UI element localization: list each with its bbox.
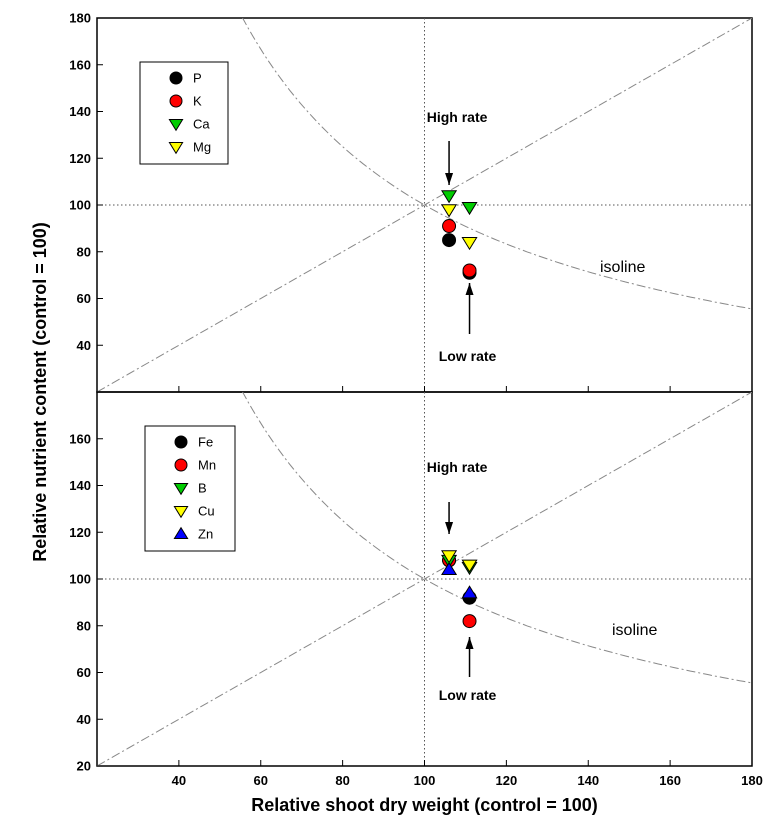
data-point-mg [461, 237, 478, 251]
data-point-k [442, 219, 457, 234]
low-rate-label: Low rate [439, 348, 497, 364]
panel-2: 20 40 60 80 100 120 140 160 40 60 80 100 120 140 160 18… [69, 391, 763, 788]
isoline-label: isoline [600, 259, 645, 276]
legend-marker-mg [168, 142, 184, 155]
y-tick-label: 80 [77, 618, 91, 633]
data-point-cu [441, 550, 458, 564]
legend-label-cu: Cu [198, 504, 215, 519]
isoline-curve [242, 18, 752, 310]
isoline-label: isoline [612, 622, 657, 639]
low-rate-arrow-head [465, 637, 474, 649]
data-point-mn [462, 614, 477, 629]
y-tick-label: 40 [77, 712, 91, 727]
x-tick-label: 100 [414, 773, 436, 788]
high-rate-arrow-head [445, 173, 454, 185]
y-tick-label: 100 [69, 198, 91, 213]
legend-box [139, 61, 229, 165]
y-tick-label: 160 [69, 57, 91, 72]
y-tick-label: 60 [77, 291, 91, 306]
panel-1: 40 60 80 100 120 140 160 180 PK Ca Mg High rate Low … [69, 11, 753, 393]
x-tick-label: 80 [335, 773, 349, 788]
data-point-k [462, 263, 477, 278]
y-axis-title: Relative nutrient content (control = 100… [30, 222, 50, 562]
x-axis-title: Relative shoot dry weight (control = 100… [251, 795, 598, 815]
high-rate-arrow-head [445, 522, 454, 534]
legend-marker-zn [173, 526, 189, 539]
high-rate-label: High rate [427, 459, 488, 475]
x-tick-label: 160 [659, 773, 681, 788]
x-tick-label: 60 [254, 773, 268, 788]
diagonal-line [97, 392, 752, 766]
legend-marker-b [173, 483, 189, 496]
legend-marker-mn [174, 458, 188, 472]
legend-label-k: K [193, 94, 202, 109]
y-tick-label: 120 [69, 151, 91, 166]
legend-marker-fe [174, 435, 188, 449]
y-tick-label: 80 [77, 244, 91, 259]
legend-label-fe: Fe [198, 435, 213, 450]
y-tick-label: 20 [77, 759, 91, 774]
y-tick-label: 160 [69, 431, 91, 446]
y-tick-label: 140 [69, 478, 91, 493]
data-point-zn [461, 585, 478, 599]
legend-label-ca: Ca [193, 117, 210, 132]
legend-label-zn: Zn [198, 527, 213, 542]
legend-marker-ca [168, 119, 184, 132]
legend-marker-k [169, 94, 183, 108]
data-point-p [442, 233, 457, 248]
x-tick-label: 40 [172, 773, 186, 788]
y-tick-label: 140 [69, 104, 91, 119]
legend-box [144, 425, 236, 552]
x-tick-label: 120 [496, 773, 518, 788]
data-point-cu [461, 559, 478, 573]
data-point-mg [441, 204, 458, 218]
legend-label-b: B [198, 481, 207, 496]
legend-label-mn: Mn [198, 458, 216, 473]
data-point-ca [461, 201, 478, 216]
legend-label-mg: Mg [193, 140, 211, 155]
x-tick-label: 140 [577, 773, 599, 788]
legend-label-p: P [193, 71, 202, 86]
low-rate-arrow-head [465, 283, 474, 295]
y-tick-label: 100 [69, 572, 91, 587]
y-tick-label: 120 [69, 525, 91, 540]
x-tick-label: 180 [741, 773, 763, 788]
y-tick-label: 180 [69, 11, 91, 26]
y-tick-label: 60 [77, 665, 91, 680]
high-rate-label: High rate [427, 109, 488, 125]
data-point-zn [441, 561, 458, 576]
legend-marker-p [169, 71, 183, 85]
y-tick-label: 40 [77, 338, 91, 353]
low-rate-label: Low rate [439, 687, 497, 703]
legend-marker-cu [173, 506, 189, 519]
isoline-curve [242, 392, 752, 684]
diagonal-line [97, 18, 752, 392]
data-point-ca [441, 190, 458, 204]
